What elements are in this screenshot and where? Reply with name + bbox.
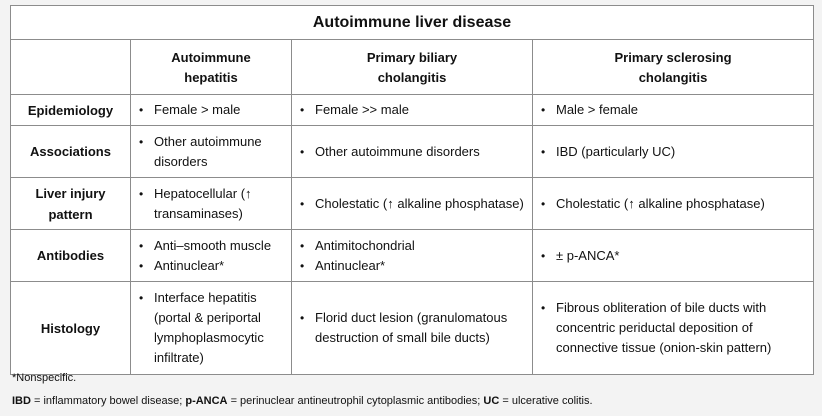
row-label: Epidemiology — [10, 94, 131, 126]
list-item: Cholestatic (↑ alkaline phosphatase) — [541, 194, 807, 214]
list-item: Antinuclear* — [139, 256, 285, 276]
list-item: Hepatocellular (↑ transaminases) — [139, 184, 285, 224]
list-item: Cholestatic (↑ alkaline phosphatase) — [300, 194, 526, 214]
footnote-nonspecific: *Nonspecific. — [12, 372, 77, 384]
table-row-histology: Histology Interface hepatitis (portal & … — [10, 281, 815, 375]
table-cell: Female >> male — [291, 94, 533, 126]
header-empty-cell — [10, 39, 131, 95]
table-cell: Female > male — [130, 94, 292, 126]
header-row: Autoimmune hepatitis Primary biliary cho… — [10, 39, 815, 95]
list-item: Interface hepatitis (portal & periportal… — [139, 288, 285, 368]
row-label: Antibodies — [10, 229, 131, 282]
table-cell: IBD (particularly UC) — [531, 125, 815, 178]
list-item: Female >> male — [300, 100, 526, 120]
abbr-def: = ulcerative colitis. — [499, 395, 593, 407]
table-cell: Florid duct lesion (granulomatous destru… — [291, 281, 533, 375]
abbr-term: p-ANCA — [185, 395, 228, 407]
header-label: Primary biliary cholangitis — [366, 50, 458, 85]
table-cell: Antimitochondrial Antinuclear* — [291, 229, 533, 282]
table-title: Autoimmune liver disease — [9, 5, 815, 40]
table-cell: Other autoimmune disorders — [291, 125, 533, 178]
header-autoimmune-hepatitis: Autoimmune hepatitis — [130, 39, 292, 95]
list-item: Other autoimmune disorders — [300, 142, 526, 162]
table-row-associations: Associations Other autoimmune disorders … — [10, 125, 815, 178]
header-label: Primary sclerosing cholangitis — [614, 50, 732, 85]
table-cell: Cholestatic (↑ alkaline phosphatase) — [531, 177, 815, 230]
row-label: Liver injury pattern — [10, 177, 131, 230]
abbr-def: = perinuclear antineutrophil cytoplasmic… — [227, 395, 484, 407]
list-item: Male > female — [541, 100, 807, 120]
row-label: Histology — [10, 281, 131, 375]
header-primary-sclerosing-cholangitis: Primary sclerosing cholangitis — [531, 39, 815, 95]
abbr-term: UC — [483, 395, 500, 407]
autoimmune-liver-table: Autoimmune liver disease Autoimmune hepa… — [9, 5, 815, 375]
row-label: Associations — [10, 125, 131, 178]
header-primary-biliary-cholangitis: Primary biliary cholangitis — [291, 39, 533, 95]
footnote-abbreviations: IBD = inflammatory bowel disease; p-ANCA… — [12, 395, 593, 407]
table-cell: Other autoimmune disorders — [130, 125, 292, 178]
list-item: Other autoimmune disorders — [139, 132, 285, 172]
table-cell: ± p-ANCA* — [531, 229, 815, 282]
table-cell: Fibrous obliteration of bile ducts with … — [531, 281, 815, 375]
table-cell: Cholestatic (↑ alkaline phosphatase) — [291, 177, 533, 230]
abbr-def: = inflammatory bowel disease; — [30, 395, 186, 407]
list-item: Antinuclear* — [300, 256, 526, 276]
autoimmune-liver-table-container: Autoimmune liver disease Autoimmune hepa… — [9, 5, 815, 375]
table-cell: Interface hepatitis (portal & periportal… — [130, 281, 292, 375]
list-item: Anti–smooth muscle — [139, 236, 285, 256]
table-row-antibodies: Antibodies Anti–smooth muscle Antinuclea… — [10, 229, 815, 282]
list-item: Female > male — [139, 100, 285, 120]
table-row-epidemiology: Epidemiology Female > male Female >> mal… — [10, 94, 815, 126]
list-item: Fibrous obliteration of bile ducts with … — [541, 298, 807, 358]
table-row-liver-injury-pattern: Liver injury pattern Hepatocellular (↑ t… — [10, 177, 815, 230]
table-cell: Hepatocellular (↑ transaminases) — [130, 177, 292, 230]
abbr-term: IBD — [12, 395, 31, 407]
list-item: ± p-ANCA* — [541, 246, 807, 266]
list-item: Florid duct lesion (granulomatous destru… — [300, 308, 526, 348]
table-cell: Male > female — [531, 94, 815, 126]
list-item: IBD (particularly UC) — [541, 142, 807, 162]
header-label: Autoimmune hepatitis — [171, 50, 251, 85]
list-item: Antimitochondrial — [300, 236, 526, 256]
table-cell: Anti–smooth muscle Antinuclear* — [130, 229, 292, 282]
